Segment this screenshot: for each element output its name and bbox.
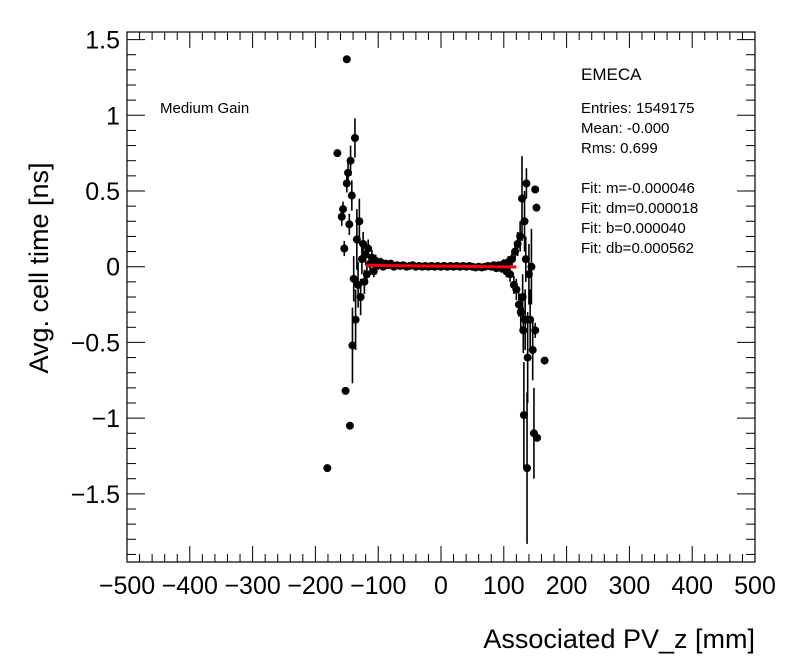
data-point bbox=[351, 315, 360, 324]
data-points bbox=[323, 55, 549, 544]
stat-line: Fit: dm=0.000018 bbox=[581, 200, 698, 217]
x-tick-label: −200 bbox=[287, 572, 343, 600]
x-tick-label: 0 bbox=[434, 572, 448, 600]
axis-ticks bbox=[126, 32, 756, 562]
y-tick-label: −1.5 bbox=[71, 481, 120, 509]
data-point bbox=[345, 421, 354, 430]
data-point bbox=[516, 232, 525, 241]
data-point bbox=[337, 212, 346, 221]
data-point bbox=[323, 464, 332, 473]
data-point bbox=[533, 433, 542, 442]
data-point bbox=[342, 179, 351, 188]
data-point bbox=[506, 270, 515, 279]
data-point bbox=[522, 179, 531, 188]
data-point bbox=[349, 274, 358, 283]
stat-line: Mean: -0.000 bbox=[581, 120, 669, 137]
y-axis-title: Avg. cell time [ns] bbox=[24, 162, 54, 373]
y-tick-label: 0 bbox=[106, 254, 120, 282]
data-point bbox=[523, 353, 532, 362]
data-point bbox=[355, 217, 364, 226]
data-point bbox=[356, 293, 365, 301]
y-tick-label: 1 bbox=[106, 102, 120, 130]
x-tick-label: 400 bbox=[671, 572, 713, 600]
data-point bbox=[347, 191, 356, 200]
stat-line: Fit: m=-0.000046 bbox=[581, 180, 695, 197]
data-point bbox=[369, 267, 378, 276]
data-point bbox=[333, 149, 342, 158]
stat-line: Fit: b=0.000040 bbox=[581, 220, 686, 237]
x-tick-label: −300 bbox=[224, 572, 280, 600]
x-tick-label: −500 bbox=[99, 572, 155, 600]
data-point bbox=[527, 262, 536, 271]
data-point bbox=[523, 464, 532, 473]
stats-title: EMECA bbox=[581, 65, 642, 84]
data-point bbox=[350, 134, 359, 142]
x-tick-label: 300 bbox=[609, 572, 651, 600]
data-point bbox=[528, 346, 537, 354]
x-tick-label: 100 bbox=[483, 572, 525, 600]
tick-labels: −500 −400 −300 −200 −100 0 100 200 300 400 500 −1.5… bbox=[71, 27, 776, 600]
data-point bbox=[520, 217, 529, 226]
data-point bbox=[345, 220, 354, 229]
data-point bbox=[507, 255, 516, 264]
fit-line bbox=[365, 263, 517, 269]
data-point bbox=[531, 185, 540, 194]
data-point bbox=[519, 326, 528, 335]
data-point bbox=[532, 203, 541, 212]
data-point bbox=[512, 285, 521, 294]
annotation-medium-gain: Medium Gain bbox=[160, 100, 249, 117]
stat-line: Rms: 0.699 bbox=[581, 140, 658, 157]
data-point bbox=[540, 356, 549, 365]
y-tick-label: −0.5 bbox=[71, 329, 120, 357]
x-tick-label: −400 bbox=[162, 572, 218, 600]
data-point bbox=[514, 300, 523, 309]
data-point bbox=[364, 244, 373, 253]
y-tick-label: 1.5 bbox=[85, 27, 120, 55]
data-point bbox=[531, 326, 540, 335]
data-point bbox=[362, 270, 371, 279]
x-axis-title: Associated PV_z [mm] bbox=[483, 624, 755, 654]
data-point bbox=[346, 156, 355, 165]
data-point bbox=[342, 55, 351, 64]
data-point bbox=[519, 411, 528, 420]
data-point bbox=[521, 255, 530, 264]
y-tick-label: −1 bbox=[91, 405, 120, 433]
y-tick-label: 0.5 bbox=[85, 178, 120, 206]
x-tick-label: −100 bbox=[350, 572, 406, 600]
data-point bbox=[340, 244, 349, 253]
data-point bbox=[341, 386, 350, 395]
stat-line: Fit: db=0.000562 bbox=[581, 240, 694, 257]
data-point bbox=[348, 341, 357, 350]
stat-line: Entries: 1549175 bbox=[581, 100, 694, 117]
stats-box: Entries: 1549175 Mean: -0.000 Rms: 0.699… bbox=[581, 100, 698, 257]
x-tick-label: 200 bbox=[546, 572, 588, 600]
data-point bbox=[339, 205, 348, 214]
x-tick-label: 500 bbox=[734, 572, 776, 600]
